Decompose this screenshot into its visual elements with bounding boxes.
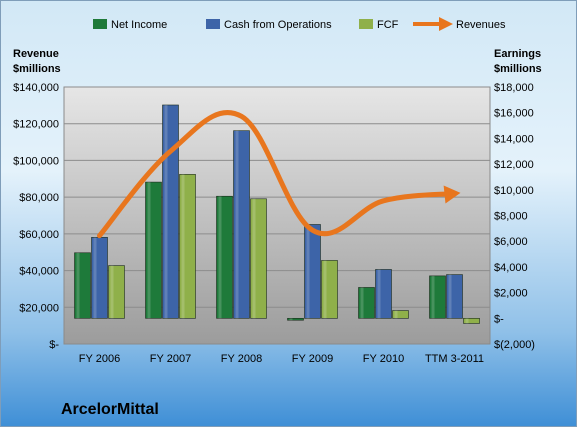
bar-highlight — [94, 237, 97, 318]
right-tick-label: $4,000 — [494, 262, 528, 274]
right-tick-label: $10,000 — [494, 185, 534, 197]
right-tick-label: $- — [494, 313, 504, 325]
left-tick-label: $80,000 — [19, 192, 59, 204]
right-tick-label: $(2,000) — [494, 339, 535, 351]
left-tick-label: $120,000 — [13, 119, 59, 131]
bar-highlight — [324, 260, 327, 318]
bar-highlight — [290, 318, 293, 320]
category-label: FY 2009 — [292, 353, 333, 365]
bar-highlight — [236, 131, 239, 319]
company-name: ArcelorMittal — [61, 401, 159, 418]
bar-highlight — [148, 182, 151, 318]
bar-highlight — [182, 174, 185, 318]
left-axis-title-line2: $millions — [13, 63, 61, 75]
bar-highlight — [77, 253, 80, 319]
left-tick-label: $140,000 — [13, 82, 59, 94]
legend: Net Income Cash from Operations FCF Reve… — [93, 17, 506, 31]
left-tick-label: $20,000 — [19, 302, 59, 314]
right-tick-label: $16,000 — [494, 108, 534, 120]
category-labels: FY 2006 FY 2007 FY 2008 FY 2009 FY 2010 TTM 3… — [79, 353, 484, 365]
legend-arrow-revenues — [439, 17, 453, 31]
left-tick-label: $60,000 — [19, 229, 59, 241]
category-label: FY 2006 — [79, 353, 120, 365]
bar-highlight — [219, 196, 222, 318]
right-axis-ticks: $(2,000) $- $2,000 $4,000 $6,000 $8,000 $10,00… — [494, 82, 535, 351]
legend-swatch-fcf — [359, 19, 373, 29]
legend-label-net-income: Net Income — [111, 19, 167, 31]
bar-highlight — [378, 269, 381, 318]
legend-label-fcf: FCF — [377, 19, 399, 31]
left-tick-label: $100,000 — [13, 155, 59, 167]
category-label: FY 2008 — [221, 353, 262, 365]
bar-highlight — [432, 276, 435, 318]
left-axis-title-line1: Revenue — [13, 48, 59, 60]
bar-highlight — [449, 275, 452, 319]
legend-label-revenues: Revenues — [456, 19, 506, 31]
category-label: FY 2010 — [363, 353, 404, 365]
bar-highlight — [165, 105, 168, 318]
left-axis-ticks: $- $20,000 $40,000 $60,000 $80,000 $100,000 $1… — [13, 82, 59, 351]
bar-highlight — [466, 318, 469, 323]
right-tick-label: $8,000 — [494, 211, 528, 223]
right-tick-label: $14,000 — [494, 133, 534, 145]
plot-area — [64, 87, 490, 344]
category-label: FY 2007 — [150, 353, 191, 365]
legend-swatch-cash-from-operations — [206, 19, 220, 29]
right-axis-title-line1: Earnings — [494, 48, 541, 60]
right-tick-label: $18,000 — [494, 82, 534, 94]
category-label: TTM 3-2011 — [425, 353, 484, 365]
bar-highlight — [395, 311, 398, 319]
legend-label-cash-from-operations: Cash from Operations — [224, 19, 332, 31]
bar-highlight — [361, 287, 364, 318]
left-tick-label: $- — [49, 339, 59, 351]
right-tick-label: $2,000 — [494, 288, 528, 300]
left-tick-label: $40,000 — [19, 266, 59, 278]
legend-swatch-net-income — [93, 19, 107, 29]
right-axis-title-line2: $millions — [494, 63, 542, 75]
right-tick-label: $6,000 — [494, 236, 528, 248]
bar-highlight — [307, 224, 310, 318]
bar-highlight — [253, 199, 256, 319]
bar-highlight — [111, 266, 114, 319]
right-tick-label: $12,000 — [494, 159, 534, 171]
